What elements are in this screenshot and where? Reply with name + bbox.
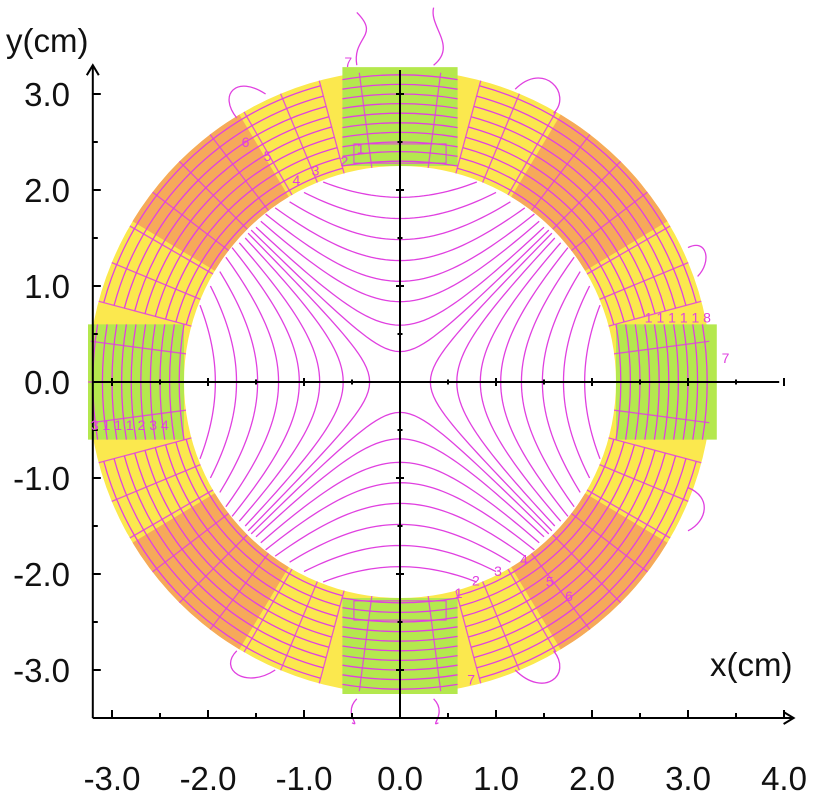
y-tick-label-5: -2.0 [13, 556, 70, 593]
contour-line-outer-lobe-5 [687, 244, 707, 277]
y-tick-label-1: 2.0 [24, 172, 70, 209]
contour-line-outer-lobe-3 [230, 650, 276, 679]
contour-label-9: 3 [494, 563, 502, 579]
contour-line-outer-lobe-4 [514, 650, 561, 684]
contour-line-radial-62 [96, 436, 194, 464]
contour-label-13: 7 [467, 671, 475, 687]
contour-line-outer-bottom-2 [433, 698, 440, 725]
contour-line-radial-51 [279, 91, 319, 185]
contour-line-radial-41 [569, 190, 650, 253]
contour-line-radial-77 [529, 551, 592, 632]
contour-label-16: 3 1 1 1 2 3 4 [91, 417, 169, 433]
contour-line-radial-82 [606, 436, 704, 464]
contour-label-10: 4 [520, 551, 528, 567]
y-tick-label-6: -3.0 [13, 652, 70, 689]
x-tick-labels: -3.0 -2.0 -1.0 0.0 1.0 2.0 3.0 4.0 [84, 760, 807, 797]
contour-line-radial-44 [506, 109, 558, 197]
x-axis-title: x(cm) [710, 646, 792, 683]
contour-label-3: 4 [292, 172, 300, 188]
contour-line-radial-65 [150, 511, 231, 574]
contour-line-radial-53 [208, 132, 271, 213]
contour-line-outer-top-1 [355, 11, 368, 66]
contour-line-radial-64 [127, 488, 215, 540]
contour-line-radial-63 [109, 463, 203, 503]
contour-line-radial-52 [242, 109, 294, 197]
contour-line-radial-43 [529, 132, 592, 213]
x-tick-label-4: 1.0 [473, 760, 519, 797]
contour-line-radial-75 [481, 579, 521, 673]
contour-line-radial-81 [597, 463, 691, 503]
contour-line-radial-58 [96, 300, 194, 328]
x-tick-label-1: -2.0 [180, 760, 237, 797]
contour-label-7: 1 [455, 585, 463, 601]
contour-line-outer-top-2 [432, 7, 444, 66]
contour-line-radial-67 [208, 551, 271, 632]
contour-line-outer-lobe-2 [514, 77, 561, 114]
x-tick-label-3: 0.0 [377, 760, 423, 797]
contour-line-radial-39 [597, 261, 691, 301]
x-tick-label-6: 3.0 [665, 760, 711, 797]
contour-line-radial-40 [585, 224, 673, 276]
contour-line-radial-50 [318, 78, 346, 176]
y-tick-label-3: 0.0 [24, 364, 70, 401]
x-tick-label-7: 4.0 [761, 760, 807, 797]
contour-label-6: 1 [357, 141, 365, 157]
x-tick-label-0: -3.0 [84, 760, 141, 797]
contour-label-12: 6 [565, 588, 573, 604]
contour-line-radial-80 [585, 488, 673, 540]
contour-line-radial-70 [318, 588, 346, 686]
y-tick-labels: 3.0 2.0 1.0 0.0 -1.0 -2.0 -3.0 [13, 76, 70, 689]
contour-label-1: 6 [242, 134, 250, 150]
contour-label-11: 5 [546, 573, 554, 589]
contour-line-radial-76 [506, 567, 558, 655]
left-axis-arrow [85, 63, 100, 76]
contour-line-radial-74 [454, 588, 482, 686]
contour-line-radial-57 [109, 261, 203, 301]
y-axis-title: y(cm) [6, 22, 88, 59]
contour-line-outer-lobe-6 [687, 486, 705, 532]
contour-label-2: 5 [264, 148, 272, 164]
contour-label-5: 2 [340, 153, 348, 169]
contour-line-radial-69 [279, 579, 319, 673]
contour-line-radial-66 [177, 532, 250, 605]
contour-line-radial-78 [550, 532, 623, 605]
contour-label-4: 3 [312, 163, 320, 179]
contour-label-8: 2 [472, 573, 480, 589]
contour-line-radial-54 [177, 159, 250, 232]
axes [85, 63, 796, 725]
contour-line-radial-79 [569, 511, 650, 574]
contour-line-radial-68 [242, 567, 294, 655]
contour-label-0: 7 [344, 54, 352, 70]
contour-line-radial-42 [550, 159, 623, 232]
contour-line-radial-55 [150, 190, 231, 253]
contour-line-radial-56 [127, 224, 215, 276]
contour-label-15: 1 1 1 1 1 8 [645, 309, 711, 325]
y-tick-label-2: 1.0 [24, 268, 70, 305]
y-tick-label-0: 3.0 [24, 76, 70, 113]
x-tick-label-2: -1.0 [276, 760, 333, 797]
bottom-axis-arrow [783, 711, 796, 725]
contour-line-outer-bottom-1 [350, 698, 358, 725]
x-tick-label-5: 2.0 [569, 760, 615, 797]
contour-line-outer-lobe-1 [228, 85, 266, 119]
contour-line-radial-46 [454, 78, 482, 176]
y-tick-label-4: -1.0 [13, 460, 70, 497]
contour-line-radial-45 [481, 91, 521, 185]
contour-line-radial-38 [606, 300, 704, 328]
contour-label-14: 7 [722, 350, 730, 366]
